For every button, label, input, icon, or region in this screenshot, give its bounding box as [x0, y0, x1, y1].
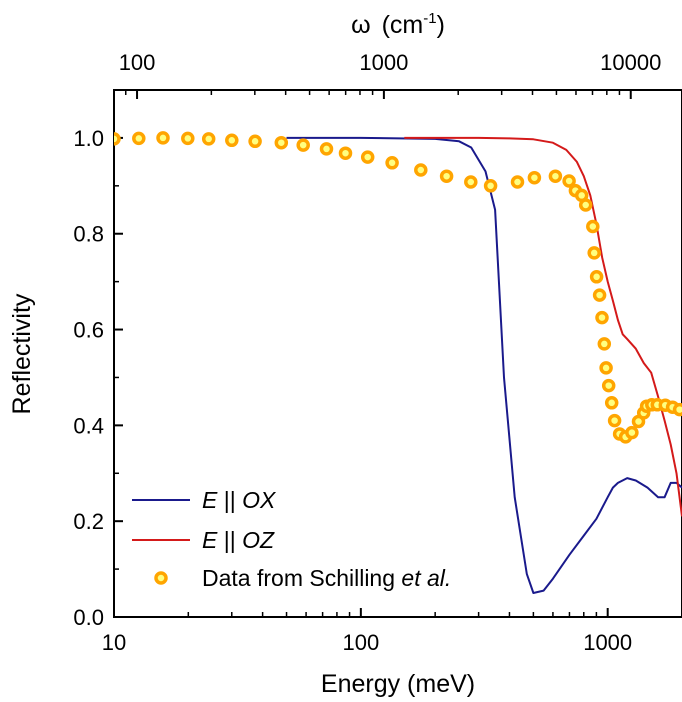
data-point [464, 175, 478, 189]
data-point [114, 132, 121, 146]
data-point [319, 142, 334, 156]
data-point [296, 138, 310, 152]
data-point [607, 413, 622, 428]
data-point [597, 337, 612, 351]
data-point [156, 131, 170, 145]
top-tick-label: 100 [119, 50, 156, 75]
top-axis-ticks: 100 1000 10000 [119, 50, 661, 99]
left-axis-ticks: 0.0 0.2 0.4 0.6 0.8 1.0 [73, 89, 123, 630]
top-tick-label: 1000 [359, 50, 408, 75]
plot-frame [113, 89, 682, 618]
data-point [672, 402, 682, 417]
x-tick-label: 10 [102, 630, 126, 655]
legend-swatch-data [154, 571, 168, 585]
data-point [510, 175, 525, 189]
data-point [589, 270, 604, 284]
data-point [181, 131, 195, 146]
data-point [132, 131, 146, 146]
x-axis-title: Energy (meV) [321, 670, 475, 698]
legend-label-ox: E || OX [202, 487, 277, 513]
top-axis-title-exponent: -1 [423, 10, 436, 27]
data-point [625, 425, 639, 440]
legend-label-oz: E || OZ [202, 527, 275, 553]
data-point [578, 198, 593, 212]
y-axis-title: Reflectivity [8, 293, 36, 414]
data-point [483, 179, 498, 193]
y-tick-label: 0.8 [73, 222, 104, 247]
top-axis-title-unit: (cm [382, 11, 424, 39]
data-point [360, 150, 375, 164]
data-point [274, 135, 289, 150]
data-point [601, 378, 616, 393]
y-tick-label: 0.4 [73, 413, 104, 438]
data-point [248, 134, 262, 149]
data-point [439, 169, 454, 183]
data-point [595, 310, 609, 325]
data-point [201, 132, 216, 146]
data-point [599, 361, 613, 375]
legend: E || OX E || OZ Data from Schilling et a… [132, 487, 451, 591]
data-point [586, 219, 600, 234]
top-axis-title: ω (cm-1) [351, 10, 445, 39]
data-point [338, 146, 353, 160]
data-point [414, 163, 428, 177]
x-tick-label: 100 [342, 630, 379, 655]
series-lines [286, 136, 682, 594]
data-point [592, 288, 607, 302]
top-tick-label: 10000 [600, 50, 661, 75]
data-point [604, 396, 619, 410]
top-axis-title-close: ) [437, 11, 445, 39]
data-point [385, 156, 399, 170]
y-tick-label: 0.6 [73, 318, 104, 343]
top-axis-title-symbol: ω [351, 11, 371, 39]
series-line-1 [404, 136, 682, 517]
data-point [562, 174, 576, 188]
x-tick-label: 1000 [583, 630, 632, 655]
data-point [548, 169, 563, 183]
data-point [225, 133, 239, 148]
series-markers [114, 131, 682, 444]
bottom-axis-ticks: 10 100 1000 [102, 608, 682, 655]
y-tick-label: 0.0 [73, 605, 104, 630]
legend-label-data: Data from Schilling et al. [202, 565, 451, 591]
data-point [527, 170, 542, 185]
y-tick-label: 1.0 [73, 126, 104, 151]
series-line-0 [286, 136, 682, 594]
data-point [587, 246, 601, 260]
y-tick-label: 0.2 [73, 509, 104, 534]
